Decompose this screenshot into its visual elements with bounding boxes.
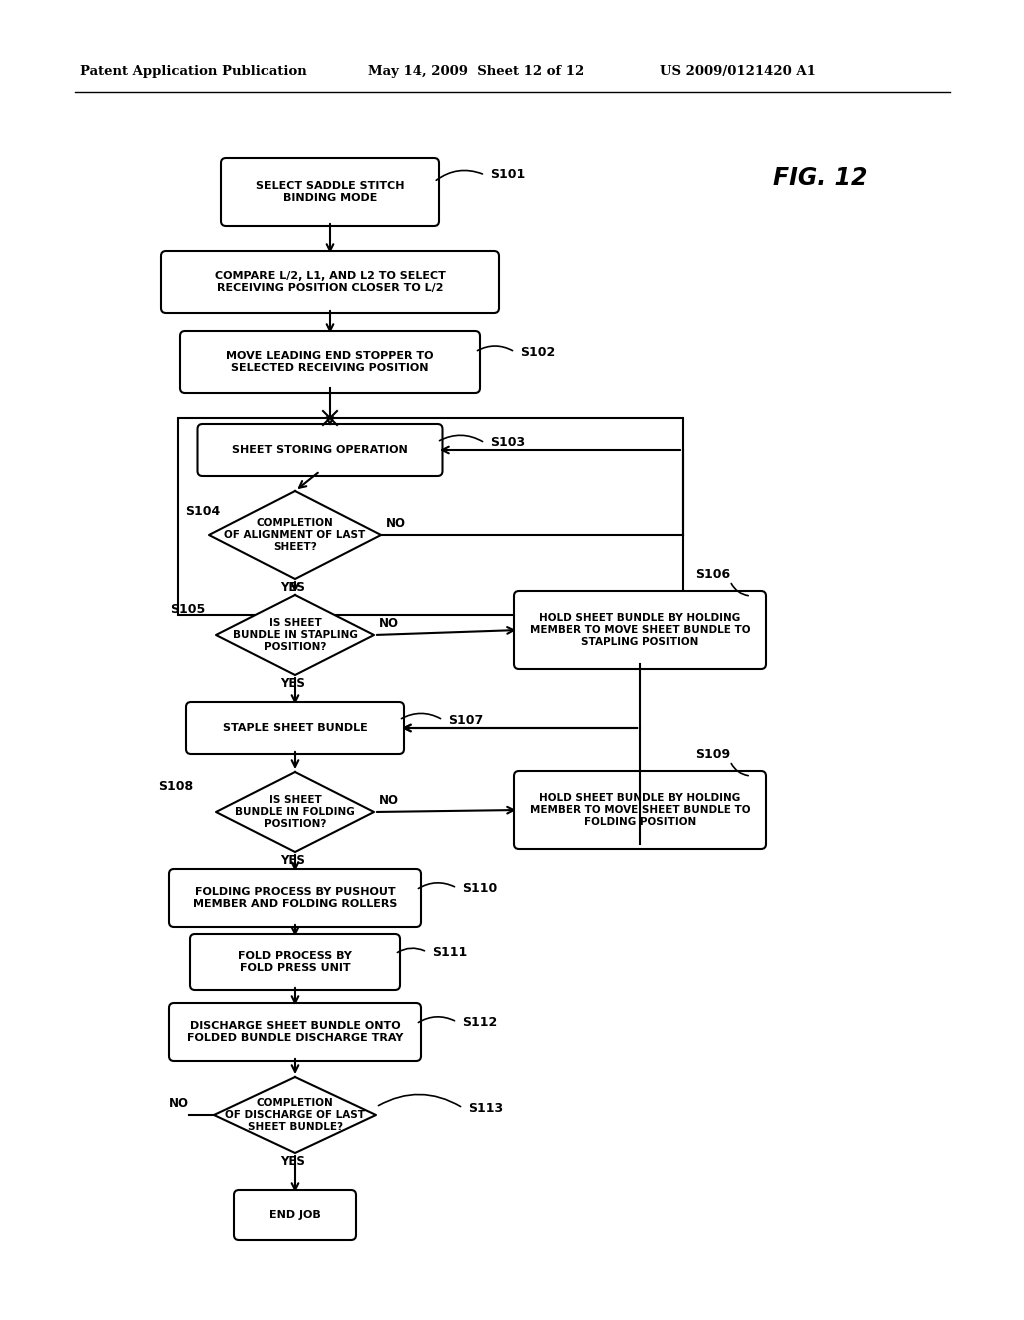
Polygon shape: [216, 772, 374, 851]
FancyBboxPatch shape: [234, 1191, 356, 1239]
Text: NO: NO: [379, 795, 399, 807]
Text: HOLD SHEET BUNDLE BY HOLDING
MEMBER TO MOVE SHEET BUNDLE TO
STAPLING POSITION: HOLD SHEET BUNDLE BY HOLDING MEMBER TO M…: [529, 614, 751, 647]
Text: SHEET STORING OPERATION: SHEET STORING OPERATION: [232, 445, 408, 455]
Text: FIG. 12: FIG. 12: [773, 166, 867, 190]
FancyBboxPatch shape: [514, 591, 766, 669]
FancyBboxPatch shape: [198, 424, 442, 477]
Text: SELECT SADDLE STITCH
BINDING MODE: SELECT SADDLE STITCH BINDING MODE: [256, 181, 404, 203]
FancyBboxPatch shape: [514, 771, 766, 849]
Text: IS SHEET
BUNDLE IN FOLDING
POSITION?: IS SHEET BUNDLE IN FOLDING POSITION?: [236, 796, 355, 829]
Text: COMPLETION
OF ALIGNMENT OF LAST
SHEET?: COMPLETION OF ALIGNMENT OF LAST SHEET?: [224, 519, 366, 552]
Text: S104: S104: [185, 506, 220, 517]
Text: S110: S110: [462, 882, 498, 895]
Text: YES: YES: [280, 854, 305, 867]
Text: S113: S113: [468, 1101, 503, 1114]
FancyBboxPatch shape: [169, 869, 421, 927]
Text: S109: S109: [695, 748, 730, 762]
Text: US 2009/0121420 A1: US 2009/0121420 A1: [660, 66, 816, 78]
FancyBboxPatch shape: [161, 251, 499, 313]
Text: COMPLETION
OF DISCHARGE OF LAST
SHEET BUNDLE?: COMPLETION OF DISCHARGE OF LAST SHEET BU…: [225, 1098, 365, 1131]
Text: S112: S112: [462, 1015, 498, 1028]
Text: END JOB: END JOB: [269, 1210, 321, 1220]
Polygon shape: [216, 595, 374, 675]
Text: May 14, 2009  Sheet 12 of 12: May 14, 2009 Sheet 12 of 12: [368, 66, 585, 78]
Text: Patent Application Publication: Patent Application Publication: [80, 66, 307, 78]
Text: IS SHEET
BUNDLE IN STAPLING
POSITION?: IS SHEET BUNDLE IN STAPLING POSITION?: [232, 618, 357, 652]
FancyBboxPatch shape: [190, 935, 400, 990]
Polygon shape: [214, 1077, 376, 1152]
Text: HOLD SHEET BUNDLE BY HOLDING
MEMBER TO MOVE SHEET BUNDLE TO
FOLDING POSITION: HOLD SHEET BUNDLE BY HOLDING MEMBER TO M…: [529, 793, 751, 826]
Text: S102: S102: [520, 346, 555, 359]
Text: COMPARE L/2, L1, AND L2 TO SELECT
RECEIVING POSITION CLOSER TO L/2: COMPARE L/2, L1, AND L2 TO SELECT RECEIV…: [215, 271, 445, 293]
Text: YES: YES: [280, 677, 305, 690]
Text: DISCHARGE SHEET BUNDLE ONTO
FOLDED BUNDLE DISCHARGE TRAY: DISCHARGE SHEET BUNDLE ONTO FOLDED BUNDL…: [186, 1022, 403, 1043]
Text: NO: NO: [169, 1097, 189, 1110]
Text: MOVE LEADING END STOPPER TO
SELECTED RECEIVING POSITION: MOVE LEADING END STOPPER TO SELECTED REC…: [226, 351, 434, 372]
FancyBboxPatch shape: [221, 158, 439, 226]
Text: YES: YES: [280, 1155, 305, 1168]
Text: FOLD PROCESS BY
FOLD PRESS UNIT: FOLD PROCESS BY FOLD PRESS UNIT: [238, 952, 352, 973]
Text: S106: S106: [695, 568, 730, 581]
FancyBboxPatch shape: [169, 1003, 421, 1061]
Text: NO: NO: [386, 517, 406, 531]
Text: S111: S111: [432, 945, 467, 958]
FancyBboxPatch shape: [180, 331, 480, 393]
Text: S101: S101: [490, 169, 525, 181]
FancyBboxPatch shape: [186, 702, 404, 754]
Text: FOLDING PROCESS BY PUSHOUT
MEMBER AND FOLDING ROLLERS: FOLDING PROCESS BY PUSHOUT MEMBER AND FO…: [193, 887, 397, 908]
Bar: [178, 418, 683, 615]
Text: STAPLE SHEET BUNDLE: STAPLE SHEET BUNDLE: [222, 723, 368, 733]
Polygon shape: [209, 491, 381, 579]
Text: S105: S105: [170, 603, 205, 616]
Text: S103: S103: [490, 437, 525, 450]
Text: NO: NO: [379, 616, 399, 630]
Text: S107: S107: [449, 714, 483, 726]
Text: YES: YES: [280, 581, 305, 594]
Text: S108: S108: [158, 780, 194, 793]
